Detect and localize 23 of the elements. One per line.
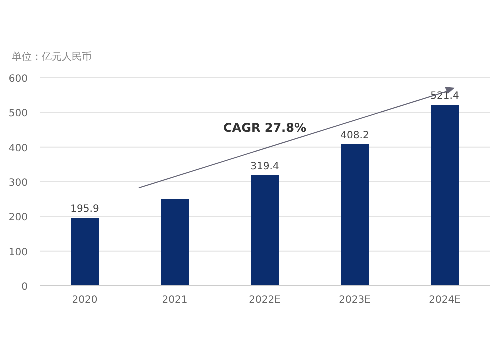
data-label: 521.4 (430, 91, 460, 102)
y-tick-label: 500 (8, 108, 28, 120)
bar (251, 175, 279, 286)
y-tick-label: 200 (8, 212, 28, 224)
annotation: CAGR 27.8% (224, 121, 306, 135)
bar (71, 218, 99, 286)
y-tick-label: 0 (22, 282, 28, 293)
bar (341, 144, 369, 286)
data-label: 319.4 (250, 161, 280, 172)
x-tick-label: 2024E (429, 295, 461, 306)
bar (161, 199, 189, 286)
y-tick-label: 400 (8, 143, 28, 154)
x-tick-label: 2023E (339, 295, 371, 306)
y-tick-label: 300 (8, 178, 28, 189)
y-tick-label: 100 (8, 247, 28, 258)
y-tick-label: 600 (8, 74, 28, 85)
y-axis-title: 单位：亿元人民币 (12, 51, 92, 63)
data-label: 408.2 (340, 130, 370, 142)
x-tick-label: 2020 (72, 295, 98, 306)
x-tick-label: 2021 (162, 295, 188, 306)
bar (431, 105, 459, 286)
data-label: 195.9 (70, 204, 100, 216)
x-tick-label: 2022E (249, 295, 281, 306)
